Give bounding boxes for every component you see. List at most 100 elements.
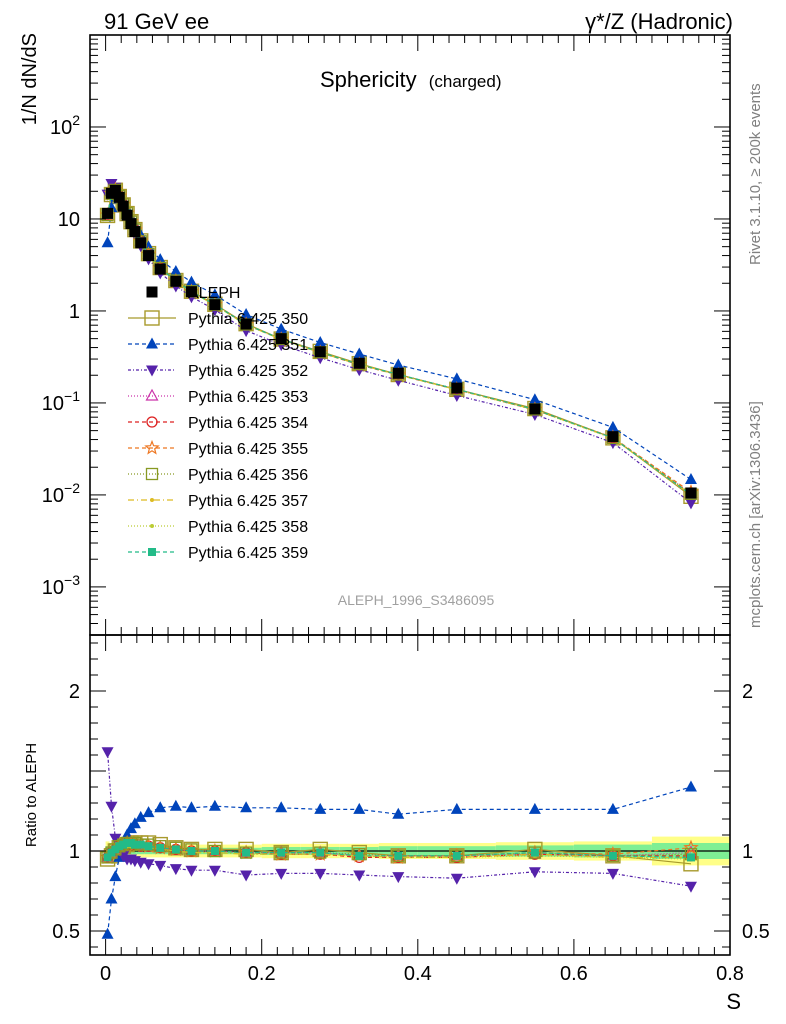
ratio-3-point	[528, 867, 541, 879]
legend-label-7: Pythia 6.425 356	[188, 467, 308, 484]
legend-marker-6	[144, 439, 160, 455]
ratio-10-point	[136, 840, 145, 849]
main-y-axis-label: 1/N dN/dS	[19, 33, 41, 125]
main-title-text: Sphericity	[320, 67, 417, 92]
ratio-3-point	[154, 860, 167, 872]
series-2-point	[314, 336, 327, 348]
ratio-2-point	[606, 802, 619, 814]
ratio-3-point	[314, 868, 327, 880]
series-2-point	[606, 420, 619, 432]
ratio-3-point	[450, 873, 463, 885]
legend-label-5: Pythia 6.425 354	[188, 415, 308, 432]
ratio-2-point	[101, 927, 114, 939]
ratio-3-point	[185, 865, 198, 877]
ratio-2-point	[684, 780, 697, 792]
ratio-3-point	[684, 881, 697, 893]
legend-label-9: Pythia 6.425 358	[188, 519, 308, 536]
aleph-data-point	[185, 286, 197, 298]
ratio-2-point	[208, 799, 221, 811]
y-tick-label: 10−2	[42, 480, 80, 507]
aleph-data-point	[154, 263, 166, 275]
series-line-10	[107, 188, 692, 496]
ratio-3-point	[105, 801, 118, 813]
y-tick-label: 102	[50, 112, 80, 139]
aleph-data-point	[121, 209, 133, 221]
ratio-2-point	[185, 801, 198, 813]
ratio-plot-marks	[90, 747, 730, 939]
legend-label-4: Pythia 6.425 353	[188, 389, 308, 406]
ratio-10-point	[130, 840, 139, 849]
main-y-axis: 10−3 10−2 10−1 1 10 102	[42, 34, 731, 636]
x-tick-label: 0	[100, 963, 111, 985]
aleph-data-point	[314, 346, 326, 358]
x-tick-label: 0.6	[560, 963, 588, 985]
ratio-10-point	[187, 847, 196, 855]
ratio-3-point	[142, 859, 155, 871]
main-plot-marks	[99, 178, 699, 510]
aleph-data-point	[135, 237, 147, 249]
ratio-10-point	[355, 851, 364, 860]
legend-marker-1	[144, 310, 160, 326]
ratio-10-point	[277, 848, 286, 857]
header-left-label: 91 GeV ee	[104, 9, 209, 34]
y-tick-label: 10	[58, 209, 80, 231]
ratio-10-point	[210, 847, 219, 855]
ratio-3-point	[169, 864, 182, 876]
aleph-data-point	[607, 431, 619, 443]
series-2-point	[275, 322, 288, 334]
ratio-10-point	[394, 851, 403, 860]
ratio-2-point	[240, 801, 253, 813]
y-tick-label: 1	[69, 301, 80, 323]
aleph-data-point	[209, 299, 221, 311]
series-2-point	[353, 347, 366, 359]
legend-marker-4	[145, 388, 159, 401]
aleph-data-point	[102, 207, 114, 219]
ratio-y-tick-label-right: 0.5	[742, 921, 770, 943]
series-2-point	[185, 275, 198, 287]
ratio-10-point	[608, 851, 617, 860]
series-2-point	[101, 236, 114, 248]
ratio-3-point	[109, 833, 122, 845]
legend-label-6: Pythia 6.425 355	[188, 441, 308, 458]
series-2-point	[528, 393, 541, 405]
main-title-suffix: (charged)	[429, 72, 502, 91]
x-tick-label: 0.8	[716, 963, 744, 985]
series-2-point	[240, 308, 253, 320]
ratio-3-point	[275, 868, 288, 880]
series-2-point	[169, 264, 182, 276]
y-tick-label: 10−1	[42, 388, 80, 415]
ratio-10-point	[686, 853, 695, 862]
legend-marker-2	[146, 337, 158, 349]
legend-marker-10	[148, 548, 156, 556]
aleph-data-point	[143, 250, 155, 262]
ratio-2-point	[314, 802, 327, 814]
ratio-y-tick-label-right: 2	[742, 681, 753, 703]
legend-label-8: Pythia 6.425 357	[188, 493, 308, 510]
ratio-3-point	[392, 872, 405, 884]
ratio-6-point	[683, 839, 699, 855]
ratio-10-point	[316, 848, 325, 857]
ratio-line-10	[107, 842, 692, 858]
ratio-2-point	[169, 799, 182, 811]
watermark-label: ALEPH_1996_S3486095	[338, 592, 495, 608]
ratio-plot-frame	[89, 634, 731, 956]
aleph-data-point	[451, 382, 463, 394]
ratio-axes: 0 0.2 0.4 0.6 0.8 0.5 0.5 1 1 2 2	[52, 635, 770, 985]
series-2-point	[208, 288, 221, 300]
aleph-data-point	[109, 184, 121, 196]
aleph-data-point	[125, 218, 137, 230]
legend-marker-9	[150, 524, 154, 528]
aleph-data-point	[392, 367, 404, 379]
series-2-point	[392, 358, 405, 370]
ratio-10-point	[530, 848, 539, 857]
legend-label-0: ALEPH	[188, 285, 240, 302]
legend: ALEPH Pythia 6.425 350 Pythia 6.425 351 Pyt…	[128, 285, 308, 562]
ratio-3-point	[240, 870, 253, 882]
ratio-y-axis-label: Ratio to ALEPH	[23, 743, 40, 847]
ratio-y-tick-label-right: 1	[742, 841, 753, 863]
ratio-2-point	[128, 817, 141, 829]
aleph-data-point	[353, 357, 365, 369]
aleph-data-point	[117, 200, 129, 212]
